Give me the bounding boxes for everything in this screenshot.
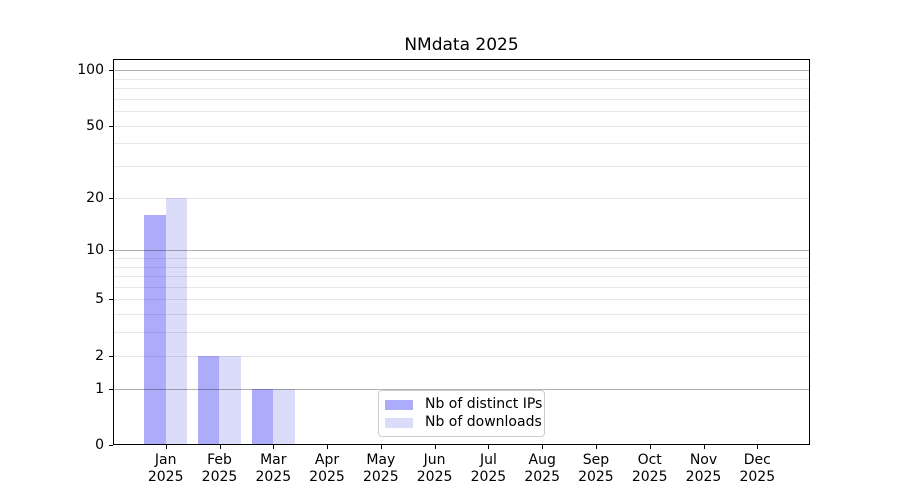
x-tick-dec bbox=[757, 445, 759, 449]
plot-area bbox=[113, 59, 810, 445]
legend-label-downloads: Nb of downloads bbox=[425, 414, 542, 430]
gridline-major-10 bbox=[114, 250, 809, 252]
bar-downloads-feb bbox=[219, 355, 241, 444]
gridline-minor-8 bbox=[114, 266, 809, 268]
legend-item-downloads: Nb of downloads bbox=[385, 414, 542, 431]
y-tick-label-50: 50 bbox=[86, 117, 104, 134]
x-tick-oct bbox=[649, 445, 651, 449]
gridline-minor-4 bbox=[114, 314, 809, 316]
x-tick-label-jun: Jun 2025 bbox=[416, 452, 453, 485]
y-tick-label-20: 20 bbox=[86, 189, 104, 206]
gridline-minor-9 bbox=[114, 257, 809, 259]
y-tick-label-1: 1 bbox=[95, 380, 104, 397]
x-tick-label-dec: Dec 2025 bbox=[739, 452, 776, 485]
gridline-minor-5 bbox=[114, 299, 809, 301]
x-tick-label-feb: Feb 2025 bbox=[201, 452, 238, 485]
gridline-minor-7 bbox=[114, 276, 809, 277]
gridline-minor-80 bbox=[114, 88, 809, 89]
x-tick-label-aug: Aug 2025 bbox=[524, 452, 560, 485]
y-tick-5 bbox=[109, 299, 113, 301]
legend: Nb of distinct IPs Nb of downloads bbox=[378, 390, 545, 437]
bar-distinct-ips-mar bbox=[251, 388, 274, 444]
x-tick-label-mar: Mar 2025 bbox=[255, 452, 292, 485]
y-tick-0 bbox=[109, 445, 113, 446]
gridline-minor-20 bbox=[114, 197, 809, 199]
x-tick-label-jan: Jan 2025 bbox=[147, 452, 184, 485]
y-tick-20 bbox=[109, 197, 113, 199]
gridline-minor-70 bbox=[114, 98, 809, 100]
x-tick-aug bbox=[542, 445, 544, 449]
gridline-minor-30 bbox=[114, 166, 809, 167]
gridline-minor-2 bbox=[114, 355, 809, 357]
x-tick-jan bbox=[165, 445, 167, 449]
y-tick-label-5: 5 bbox=[95, 291, 104, 308]
y-tick-2 bbox=[109, 355, 113, 357]
x-tick-label-nov: Nov 2025 bbox=[685, 452, 722, 485]
x-tick-label-jul: Jul 2025 bbox=[470, 452, 507, 485]
y-tick-label-2: 2 bbox=[95, 347, 104, 364]
legend-swatch-distinct-ips-icon bbox=[385, 399, 413, 410]
x-tick-label-may: May 2025 bbox=[362, 452, 399, 485]
bar-distinct-ips-jan bbox=[144, 214, 166, 444]
gridline-minor-90 bbox=[114, 78, 809, 80]
gridline-minor-40 bbox=[114, 143, 809, 145]
y-tick-label-0: 0 bbox=[95, 437, 104, 453]
legend-swatch-downloads-icon bbox=[385, 417, 413, 428]
bar-distinct-ips-feb bbox=[197, 355, 220, 444]
x-tick-mar bbox=[273, 445, 275, 449]
legend-item-distinct-ips: Nb of distinct IPs bbox=[385, 396, 542, 413]
x-tick-apr bbox=[327, 445, 328, 449]
y-tick-50 bbox=[109, 125, 113, 127]
y-tick-label-100: 100 bbox=[77, 62, 104, 78]
x-tick-sep bbox=[595, 445, 597, 449]
x-tick-jun bbox=[434, 445, 436, 449]
gridline-minor-60 bbox=[114, 111, 809, 112]
gridline-major-100 bbox=[114, 70, 809, 71]
y-tick-10 bbox=[109, 250, 113, 252]
bar-downloads-jan bbox=[165, 197, 188, 444]
x-tick-nov bbox=[703, 445, 705, 449]
bar-downloads-mar bbox=[273, 388, 295, 444]
chart-title: NMdata 2025 bbox=[404, 35, 519, 55]
x-tick-label-apr: Apr 2025 bbox=[309, 452, 345, 485]
gridline-minor-3 bbox=[114, 332, 809, 334]
x-tick-may bbox=[380, 445, 382, 449]
gridline-minor-50 bbox=[114, 125, 809, 127]
x-tick-label-oct: Oct 2025 bbox=[631, 452, 668, 485]
legend-label-distinct-ips: Nb of distinct IPs bbox=[425, 396, 543, 412]
y-tick-label-10: 10 bbox=[86, 242, 104, 259]
gridline-major-1 bbox=[114, 388, 809, 390]
x-tick-jul bbox=[488, 445, 490, 449]
gridline-minor-6 bbox=[114, 286, 809, 288]
y-tick-100 bbox=[109, 70, 113, 71]
y-tick-1 bbox=[109, 388, 113, 390]
x-tick-label-sep: Sep 2025 bbox=[578, 452, 614, 485]
x-tick-feb bbox=[219, 445, 221, 449]
